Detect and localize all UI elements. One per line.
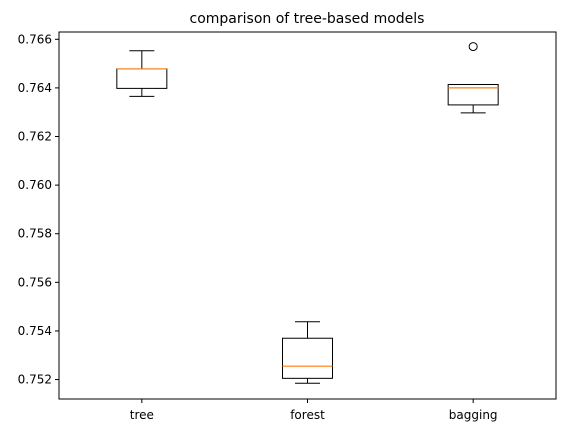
y-tick-label-2: 0.756 — [18, 275, 52, 289]
y-tick-label-5: 0.762 — [18, 130, 52, 144]
x-tick-label-forest: forest — [290, 408, 325, 422]
x-tick-label-tree: tree — [130, 408, 154, 422]
outlier-bagging-0 — [468, 42, 478, 52]
box-bagging — [447, 83, 499, 106]
y-tick-label-3: 0.758 — [18, 227, 52, 241]
box-forest — [282, 337, 333, 379]
chart-title: comparison of tree-based models — [190, 11, 425, 27]
y-tick-label-4: 0.760 — [18, 178, 52, 192]
y-tick-label-0: 0.752 — [18, 373, 52, 387]
plot-area: tree forest bagging 0.752 0.754 0.756 0.758 0.7… — [18, 32, 499, 422]
y-tick-label-1: 0.754 — [18, 324, 52, 338]
x-tick-label-bagging: bagging — [449, 408, 498, 422]
axes-frame — [58, 31, 557, 400]
box-tree — [116, 68, 168, 89]
y-tick-label-6: 0.764 — [18, 81, 52, 95]
y-tick-label-7: 0.766 — [18, 32, 52, 46]
